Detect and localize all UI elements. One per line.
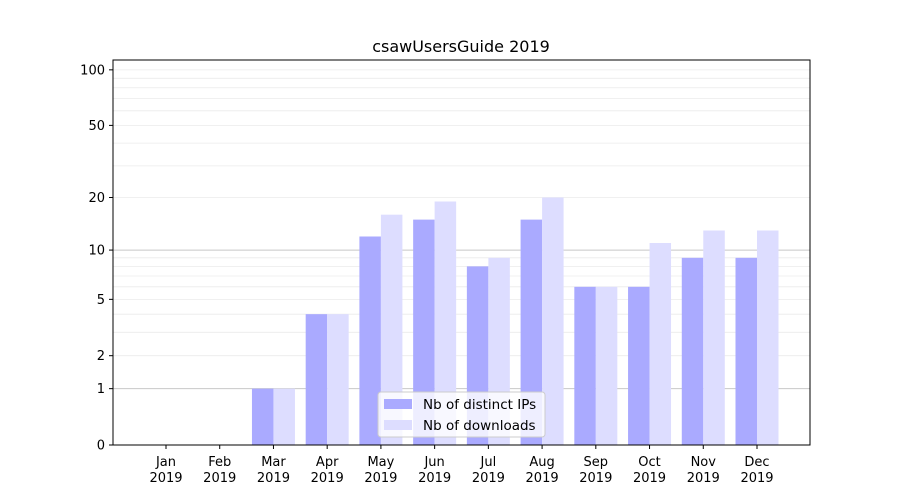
y-tick-label: 100 — [80, 63, 105, 78]
x-tick-label: 2019 — [740, 471, 773, 486]
legend-swatch-downloads — [384, 420, 412, 430]
y-tick-label: 5 — [97, 293, 105, 308]
x-tick-label: Feb — [208, 455, 231, 470]
x-tick-label: Mar — [261, 455, 286, 470]
x-tick-label: 2019 — [311, 471, 344, 486]
bar-ips — [359, 236, 381, 445]
legend: Nb of distinct IPs Nb of downloads — [377, 391, 546, 438]
bar-downloads — [595, 286, 618, 445]
x-tick-label: 2019 — [364, 471, 397, 486]
x-tick-label: Nov — [691, 455, 717, 470]
bar-downloads — [757, 230, 779, 445]
x-tick-label: Aug — [529, 455, 554, 470]
y-tick-label: 10 — [88, 244, 105, 259]
chart-title: csawUsersGuide 2019 — [372, 37, 550, 56]
y-tick-label: 0 — [97, 439, 105, 454]
bar-ips — [305, 314, 328, 445]
bar-ips — [735, 257, 757, 445]
bar-ips — [520, 219, 543, 445]
legend-label-ips: Nb of distinct IPs — [423, 397, 536, 413]
y-tick-label: 1 — [97, 382, 105, 397]
y-tick-label: 2 — [97, 349, 105, 364]
bar-downloads — [542, 197, 564, 445]
x-tick-label: Sep — [584, 455, 609, 470]
x-tick-label: Jan — [155, 455, 176, 470]
x-tick-label: 2019 — [633, 471, 666, 486]
y-tick-label: 50 — [88, 119, 105, 134]
x-tick-label: 2019 — [203, 471, 236, 486]
bar-downloads — [434, 201, 457, 445]
bar-ips — [251, 388, 274, 445]
x-tick-label: Jun — [423, 455, 444, 470]
x-tick-label: Dec — [744, 455, 769, 470]
x-tick-label: Jul — [480, 455, 497, 470]
legend-swatch-ips — [384, 399, 412, 409]
x-tick-label: 2019 — [149, 471, 182, 486]
bar-ips — [413, 219, 435, 445]
x-tick-label: 2019 — [526, 471, 559, 486]
bar-ips — [628, 286, 650, 445]
bar-ips — [681, 257, 704, 445]
x-tick-label: 2019 — [579, 471, 612, 486]
legend-label-downloads: Nb of downloads — [423, 418, 536, 434]
x-tick-label: Apr — [316, 455, 339, 470]
x-tick-label: 2019 — [257, 471, 290, 486]
bar-downloads — [273, 388, 295, 445]
x-tick-label: May — [367, 455, 394, 470]
bar-downloads — [703, 230, 725, 445]
bar-ips — [574, 286, 596, 445]
bar-downloads — [327, 314, 349, 445]
bar-downloads — [380, 214, 403, 445]
plot-frame — [112, 59, 811, 446]
y-tick-label: 20 — [88, 191, 105, 206]
x-tick-label: 2019 — [418, 471, 451, 486]
x-tick-label: Oct — [638, 455, 660, 470]
x-tick-label: 2019 — [472, 471, 505, 486]
x-tick-label: 2019 — [687, 471, 720, 486]
bar-downloads — [649, 243, 672, 445]
